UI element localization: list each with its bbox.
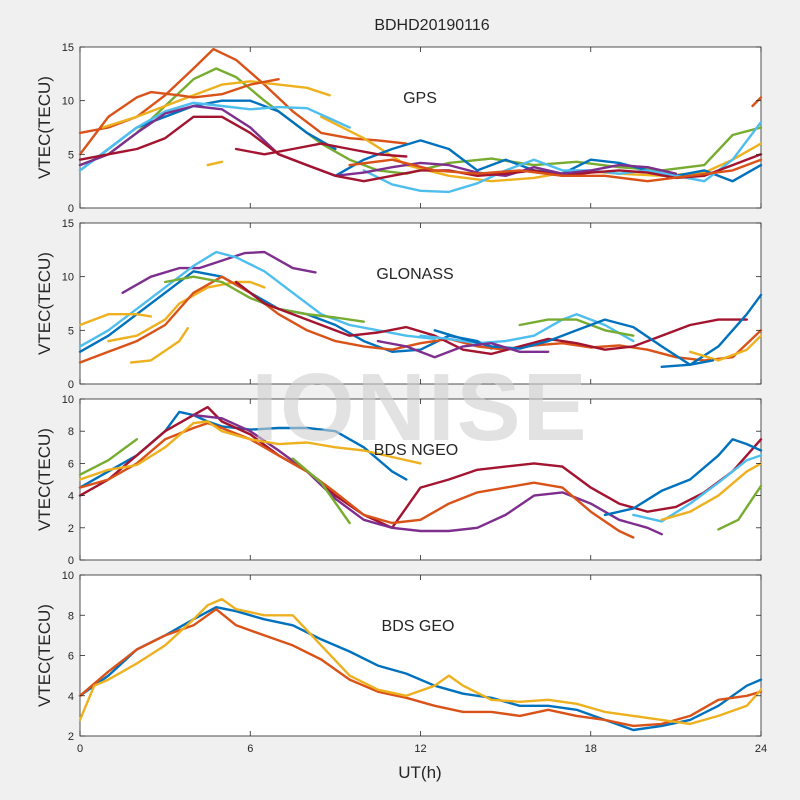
y-tick-label: 4 — [68, 491, 74, 503]
y-tick-label: 15 — [62, 218, 74, 230]
y-axis-label: VTEC(TECU) — [35, 76, 54, 179]
y-tick-label: 10 — [62, 272, 74, 284]
x-ticks — [79, 223, 762, 384]
y-tick-label: 10 — [62, 394, 74, 406]
series-line — [660, 462, 763, 521]
x-ticks — [79, 399, 762, 560]
panel-title: BDS GEO — [382, 618, 455, 635]
watermark: IONISE — [251, 354, 588, 461]
axes-box — [79, 222, 762, 385]
x-tick-label: 6 — [247, 743, 253, 755]
series-line — [234, 142, 408, 158]
x-tick-label: 18 — [585, 743, 597, 755]
y-tick-label: 2 — [68, 523, 74, 535]
y-ticks: 0 5 10 15 — [62, 42, 761, 215]
panel-title: GLONASS — [376, 266, 453, 283]
series-line — [78, 77, 280, 156]
series-line — [78, 405, 763, 529]
y-ticks: 2 4 6 8 10 — [62, 570, 761, 743]
y-tick-label: 6 — [68, 458, 74, 470]
series-line — [107, 280, 266, 343]
series-line — [78, 597, 763, 726]
y-tick-label: 8 — [68, 426, 74, 438]
axes-box — [79, 574, 762, 737]
series-line — [433, 293, 763, 366]
series-layer — [78, 250, 763, 368]
series-line — [419, 313, 635, 345]
series-line — [78, 115, 763, 183]
series-line — [751, 96, 763, 108]
series-line — [78, 250, 436, 348]
series-line — [660, 359, 714, 368]
series-line — [632, 454, 763, 523]
series-line — [376, 339, 550, 359]
x-axis-label: UT(h) — [398, 763, 441, 782]
y-tick-label: 8 — [68, 610, 74, 622]
axes-box — [79, 398, 762, 561]
series-line — [78, 104, 678, 178]
series-line — [518, 318, 635, 337]
series-line — [101, 80, 331, 129]
axes-box — [79, 46, 762, 209]
series-line — [78, 608, 763, 728]
y-tick-label: 10 — [62, 96, 74, 108]
series-line — [362, 120, 763, 194]
panel-title: BDS NGEO — [374, 442, 458, 459]
y-ticks: 0 2 4 6 8 10 — [62, 394, 761, 567]
series-line — [129, 327, 190, 364]
y-tick-label: 6 — [68, 651, 74, 663]
y-tick-label: 5 — [68, 149, 74, 161]
plot-gps: 0 5 10 15 GPS VTEC(TECU) — [35, 42, 763, 215]
series-layer — [78, 597, 763, 732]
y-tick-label: 15 — [62, 42, 74, 54]
figure-title: BDHD20190116 — [374, 17, 489, 34]
y-tick-label: 2 — [68, 731, 74, 743]
y-tick-label: 0 — [68, 379, 74, 391]
series-line — [192, 413, 663, 536]
series-line — [78, 606, 763, 732]
y-axis-label: VTEC(TECU) — [35, 252, 54, 355]
panel-title: GPS — [403, 90, 437, 107]
y-ticks: 0 5 10 15 — [62, 218, 761, 391]
series-line — [348, 158, 763, 183]
series-line — [78, 101, 351, 172]
series-line — [206, 160, 224, 167]
series-line — [78, 438, 139, 476]
y-tick-label: 4 — [68, 691, 74, 703]
plot-glonass: 0 5 10 15 GLONASS VTEC(TECU) — [35, 218, 763, 391]
series-layer — [78, 47, 763, 194]
x-tick-label: 0 — [77, 743, 83, 755]
x-ticks — [79, 47, 762, 208]
plot-bds-ngeo: 0 2 4 6 8 10 BDS NGEO VTEC(TECU) — [35, 394, 763, 567]
series-line — [78, 275, 763, 364]
series-line — [78, 313, 153, 327]
y-axis-label: VTEC(TECU) — [35, 604, 54, 707]
series-line — [78, 420, 422, 481]
series-layer — [78, 405, 763, 539]
series-line — [234, 280, 748, 356]
y-tick-label: 0 — [68, 203, 74, 215]
series-line — [688, 334, 763, 362]
x-tick-label: 24 — [755, 743, 767, 755]
x-ticks: 0 6 12 18 24 — [77, 575, 767, 755]
series-line — [121, 250, 317, 294]
series-line — [291, 457, 351, 525]
series-line — [603, 438, 763, 517]
y-tick-label: 5 — [68, 325, 74, 337]
y-tick-label: 0 — [68, 555, 74, 567]
series-line — [717, 484, 763, 531]
y-tick-label: 10 — [62, 570, 74, 582]
x-tick-label: 12 — [414, 743, 426, 755]
y-axis-label: VTEC(TECU) — [35, 428, 54, 531]
